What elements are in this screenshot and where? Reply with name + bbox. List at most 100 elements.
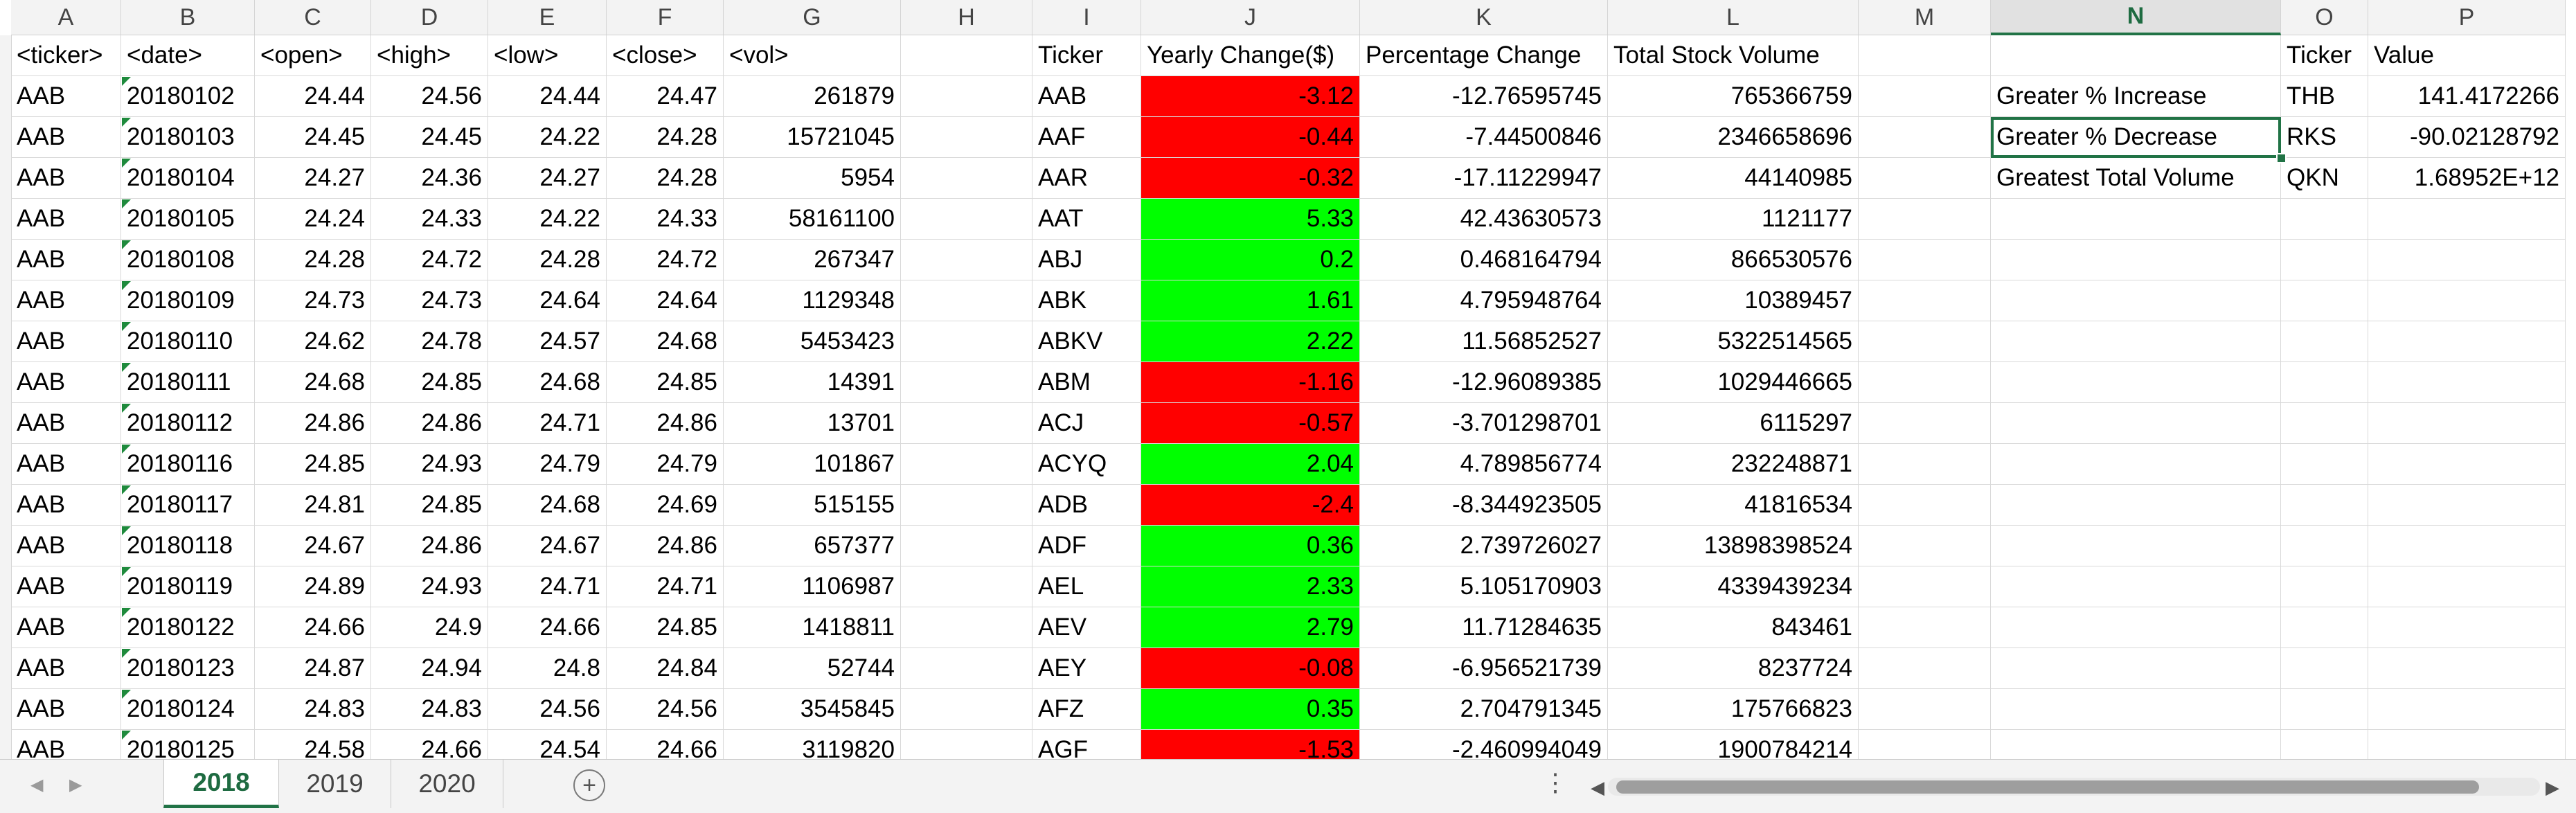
cell-b16[interactable]: 20180123	[121, 648, 255, 689]
cell-h6[interactable]	[901, 240, 1032, 280]
cell-h4[interactable]	[901, 158, 1032, 199]
cell-o16[interactable]	[2281, 648, 2368, 689]
cell-a14[interactable]: AAB	[11, 566, 121, 607]
cell-n5[interactable]	[1991, 199, 2281, 240]
column-header-n[interactable]: N	[1991, 0, 2281, 35]
cell-d7[interactable]: 24.73	[371, 280, 488, 321]
cell-j5[interactable]: 5.33	[1141, 199, 1360, 240]
cell-p1[interactable]: Value	[2368, 35, 2566, 76]
cell-i17[interactable]: AFZ	[1032, 689, 1141, 730]
cell-i10[interactable]: ACJ	[1032, 403, 1141, 444]
cell-j2[interactable]: -3.12	[1141, 76, 1360, 117]
cell-j1[interactable]: Yearly Change($)	[1141, 35, 1360, 76]
fill-handle[interactable]	[2276, 153, 2287, 163]
cell-a17[interactable]: AAB	[11, 689, 121, 730]
cell-h1[interactable]	[901, 35, 1032, 76]
cell-h15[interactable]	[901, 607, 1032, 648]
cell-p11[interactable]	[2368, 444, 2566, 485]
cell-m14[interactable]	[1859, 566, 1991, 607]
cell-i3[interactable]: AAF	[1032, 117, 1141, 158]
cell-j8[interactable]: 2.22	[1141, 321, 1360, 362]
sheet-tab-2018[interactable]: 2018	[163, 760, 279, 808]
cell-i13[interactable]: ADF	[1032, 526, 1141, 566]
cell-k8[interactable]: 11.56852527	[1360, 321, 1608, 362]
cell-p12[interactable]	[2368, 485, 2566, 526]
cell-h11[interactable]	[901, 444, 1032, 485]
cell-o3[interactable]: RKS	[2281, 117, 2368, 158]
cell-i1[interactable]: Ticker	[1032, 35, 1141, 76]
cell-d18[interactable]: 24.66	[371, 730, 488, 771]
cell-o1[interactable]: Ticker	[2281, 35, 2368, 76]
cell-o4[interactable]: QKN	[2281, 158, 2368, 199]
cell-i15[interactable]: AEV	[1032, 607, 1141, 648]
cell-l5[interactable]: 1121177	[1608, 199, 1859, 240]
cell-d11[interactable]: 24.93	[371, 444, 488, 485]
column-header-e[interactable]: E	[488, 0, 607, 35]
cell-b18[interactable]: 20180125	[121, 730, 255, 771]
cell-p9[interactable]	[2368, 362, 2566, 403]
cell-k1[interactable]: Percentage Change	[1360, 35, 1608, 76]
cell-c13[interactable]: 24.67	[255, 526, 371, 566]
cell-d1[interactable]: <high>	[371, 35, 488, 76]
cell-h17[interactable]	[901, 689, 1032, 730]
cell-k3[interactable]: -7.44500846	[1360, 117, 1608, 158]
cell-f11[interactable]: 24.79	[607, 444, 724, 485]
cell-e5[interactable]: 24.22	[488, 199, 607, 240]
cell-m10[interactable]	[1859, 403, 1991, 444]
cell-j6[interactable]: 0.2	[1141, 240, 1360, 280]
cell-e13[interactable]: 24.67	[488, 526, 607, 566]
cell-g18[interactable]: 3119820	[724, 730, 901, 771]
cell-c2[interactable]: 24.44	[255, 76, 371, 117]
column-header-k[interactable]: K	[1360, 0, 1608, 35]
cell-c3[interactable]: 24.45	[255, 117, 371, 158]
cell-a13[interactable]: AAB	[11, 526, 121, 566]
cell-i11[interactable]: ACYQ	[1032, 444, 1141, 485]
cell-f17[interactable]: 24.56	[607, 689, 724, 730]
cell-j12[interactable]: -2.4	[1141, 485, 1360, 526]
cell-m7[interactable]	[1859, 280, 1991, 321]
column-header-m[interactable]: M	[1859, 0, 1991, 35]
cell-c10[interactable]: 24.86	[255, 403, 371, 444]
cell-c14[interactable]: 24.89	[255, 566, 371, 607]
cell-h10[interactable]	[901, 403, 1032, 444]
cell-c1[interactable]: <open>	[255, 35, 371, 76]
cell-j13[interactable]: 0.36	[1141, 526, 1360, 566]
cell-e15[interactable]: 24.66	[488, 607, 607, 648]
cell-c7[interactable]: 24.73	[255, 280, 371, 321]
cell-g10[interactable]: 13701	[724, 403, 901, 444]
cell-g3[interactable]: 15721045	[724, 117, 901, 158]
cell-k7[interactable]: 4.795948764	[1360, 280, 1608, 321]
cell-m17[interactable]	[1859, 689, 1991, 730]
cell-n10[interactable]	[1991, 403, 2281, 444]
cell-d2[interactable]: 24.56	[371, 76, 488, 117]
vertical-ellipsis-icon[interactable]: ⋮	[1543, 768, 1568, 796]
cell-k6[interactable]: 0.468164794	[1360, 240, 1608, 280]
cell-f6[interactable]: 24.72	[607, 240, 724, 280]
cell-g11[interactable]: 101867	[724, 444, 901, 485]
cell-a6[interactable]: AAB	[11, 240, 121, 280]
cell-j15[interactable]: 2.79	[1141, 607, 1360, 648]
cell-h12[interactable]	[901, 485, 1032, 526]
cell-i6[interactable]: ABJ	[1032, 240, 1141, 280]
cell-e1[interactable]: <low>	[488, 35, 607, 76]
cell-m13[interactable]	[1859, 526, 1991, 566]
cell-c8[interactable]: 24.62	[255, 321, 371, 362]
cell-d13[interactable]: 24.86	[371, 526, 488, 566]
cell-i7[interactable]: ABK	[1032, 280, 1141, 321]
plus-circle-icon[interactable]: +	[573, 769, 605, 801]
cell-f2[interactable]: 24.47	[607, 76, 724, 117]
cell-k11[interactable]: 4.789856774	[1360, 444, 1608, 485]
cell-f12[interactable]: 24.69	[607, 485, 724, 526]
cell-l4[interactable]: 44140985	[1608, 158, 1859, 199]
cell-o5[interactable]	[2281, 199, 2368, 240]
cell-o7[interactable]	[2281, 280, 2368, 321]
cell-n16[interactable]	[1991, 648, 2281, 689]
cell-g2[interactable]: 261879	[724, 76, 901, 117]
cell-d9[interactable]: 24.85	[371, 362, 488, 403]
cell-p6[interactable]	[2368, 240, 2566, 280]
horizontal-scrollbar-thumb[interactable]	[1616, 780, 2479, 794]
cell-p16[interactable]	[2368, 648, 2566, 689]
cell-h14[interactable]	[901, 566, 1032, 607]
cell-a5[interactable]: AAB	[11, 199, 121, 240]
cell-a15[interactable]: AAB	[11, 607, 121, 648]
